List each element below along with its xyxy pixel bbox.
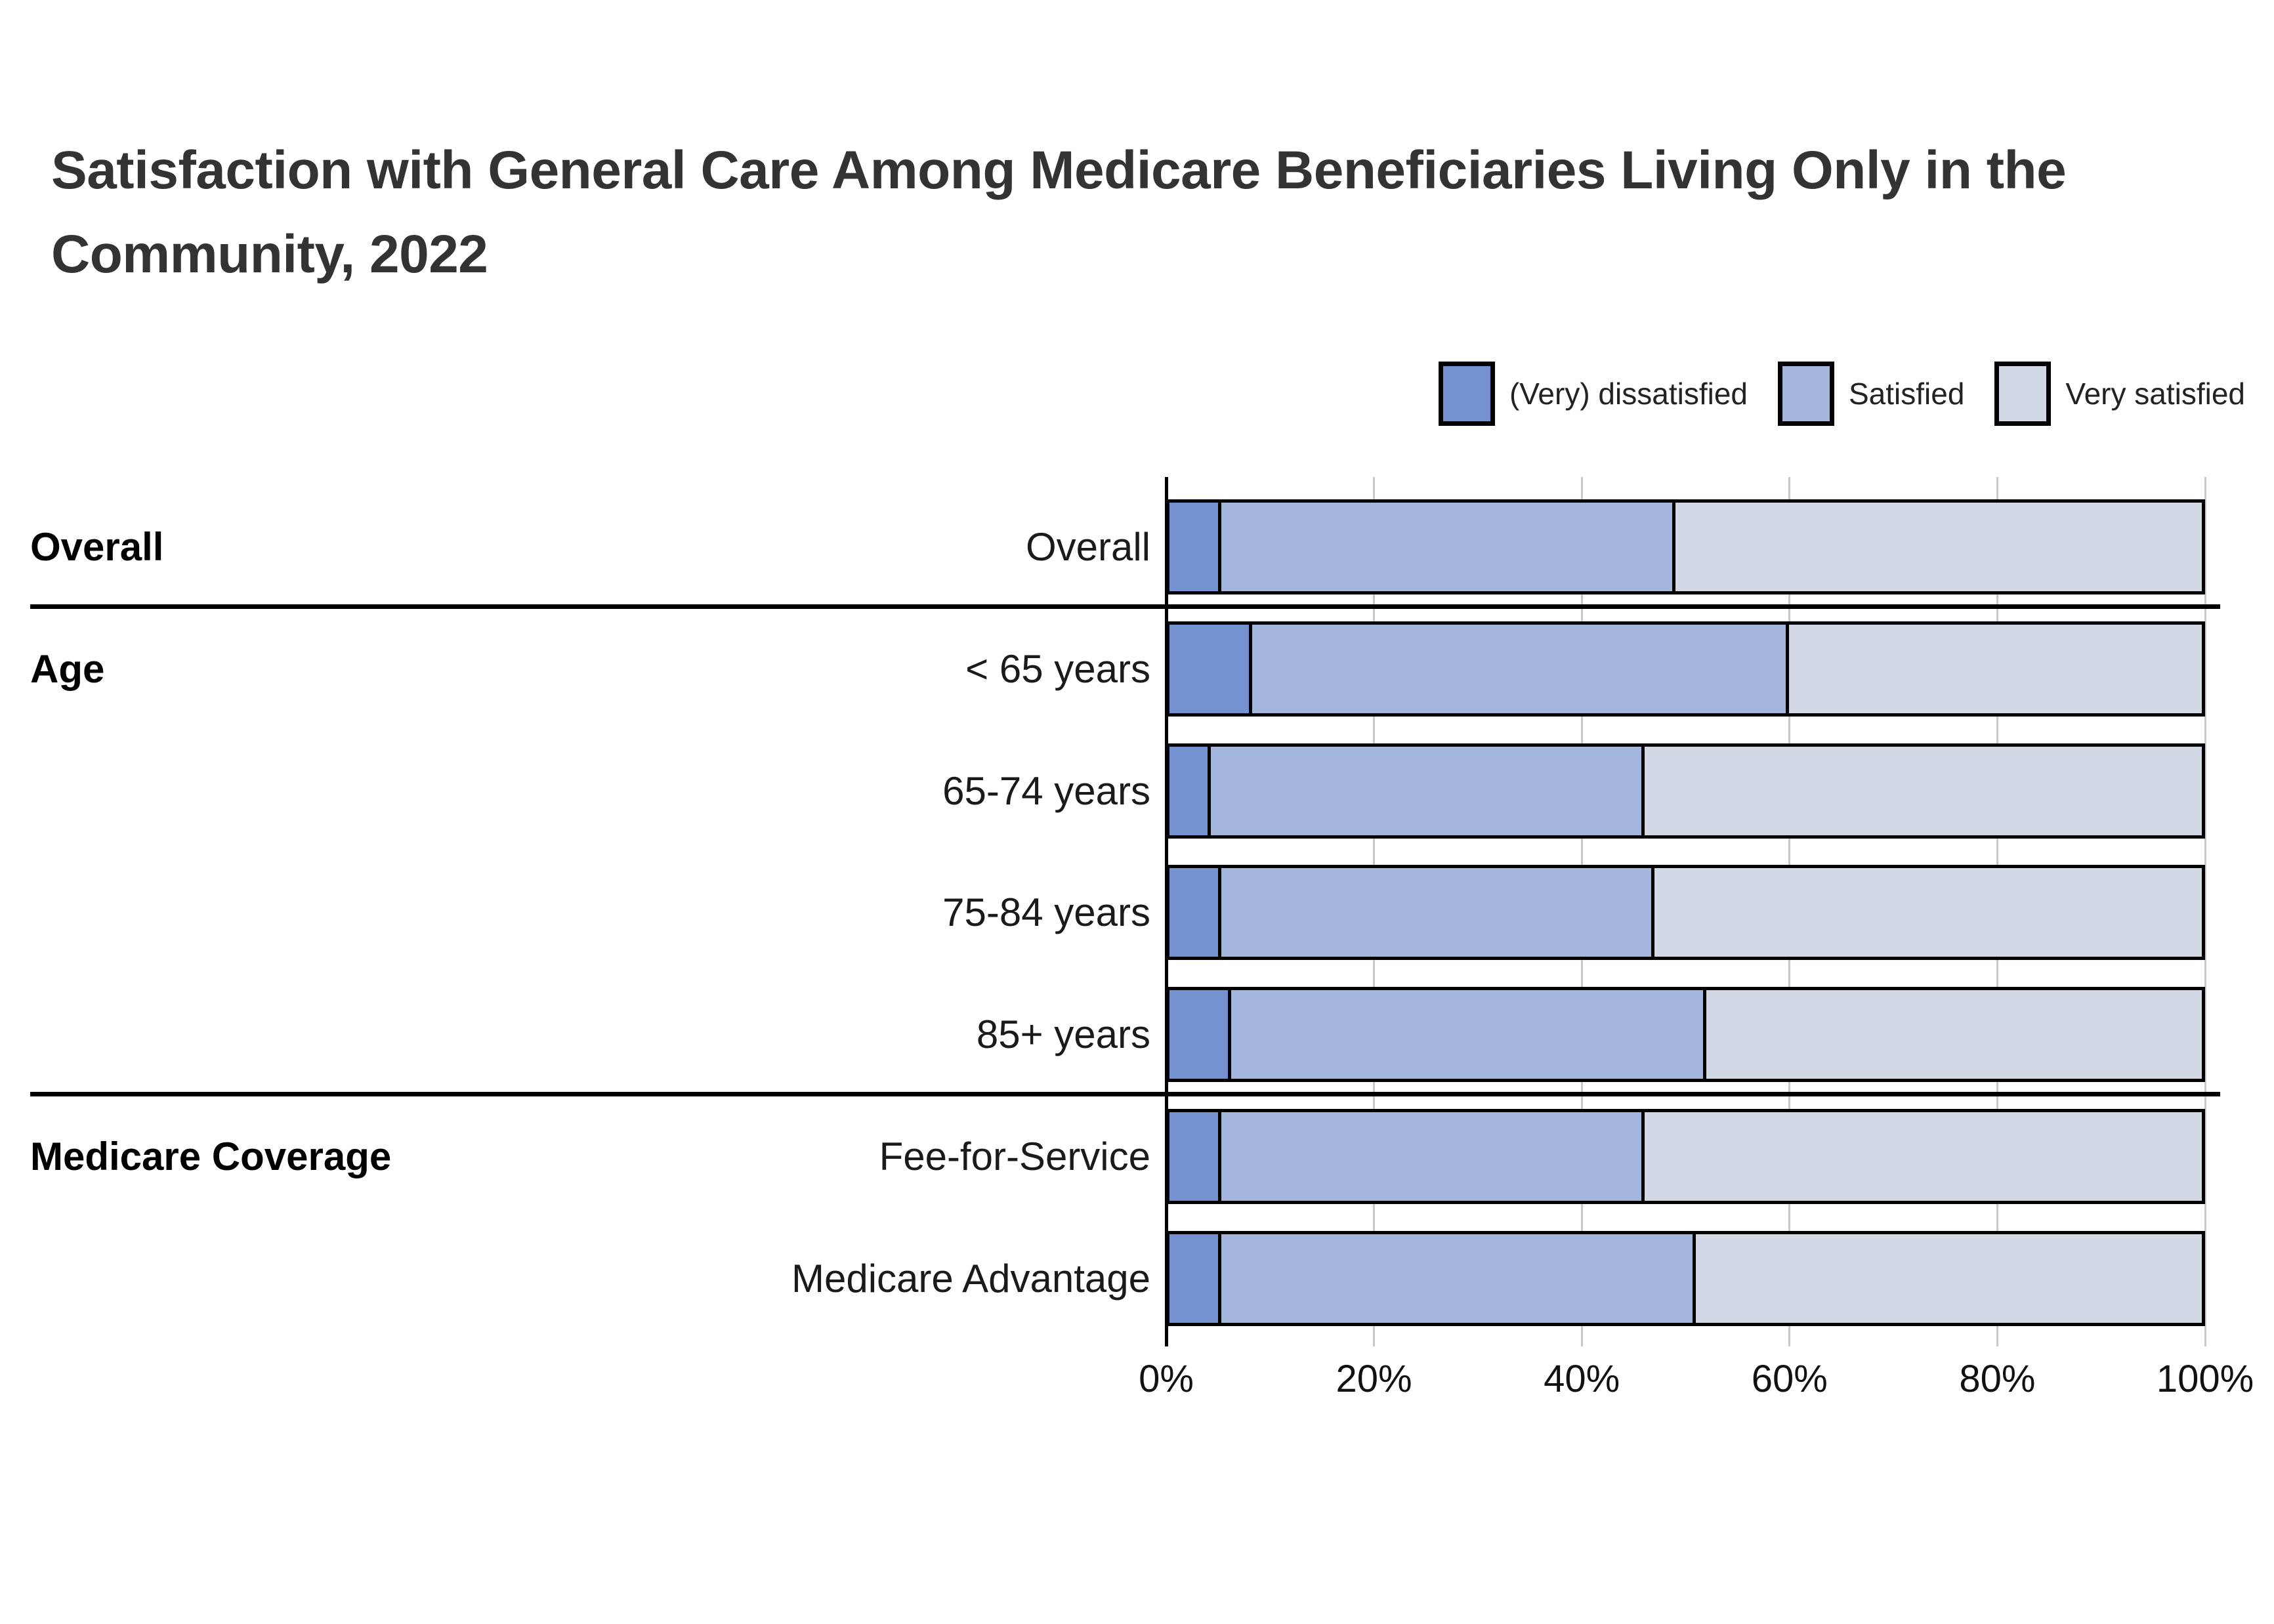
bar-overall [1166, 499, 2205, 594]
bar-segment--very-dissatisfied [1169, 624, 1252, 713]
row-label-fee-for-service: Fee-for-Service [879, 1135, 1150, 1178]
bar-segment-satisfied [1221, 868, 1655, 957]
x-tick-label-80: 80% [1959, 1358, 2036, 1400]
row-label-65-74-years: 65-74 years [942, 768, 1150, 813]
bar-segment-satisfied [1210, 746, 1645, 835]
legend-item-1: (Very) dissatisfied [1438, 362, 1748, 426]
x-tick-label-0: 0% [1139, 1358, 1194, 1400]
bar-segment--very-dissatisfied [1169, 746, 1211, 835]
legend-label-3: Very satisfied [2065, 377, 2245, 411]
chart-title: Satisfaction with General Care Among Med… [51, 129, 2269, 297]
bar-segment-very-satisfied [1675, 503, 2202, 591]
x-tick-label-20: 20% [1336, 1358, 1412, 1400]
bar-segment--very-dissatisfied [1169, 990, 1232, 1079]
chart-title-line1: Satisfaction with General Care Among Med… [51, 140, 2067, 200]
legend-swatch-1 [1438, 362, 1495, 426]
x-tick-label-40: 40% [1544, 1358, 1620, 1400]
row-label-75-84-years: 75-84 years [942, 890, 1150, 935]
bar-segment--very-dissatisfied [1169, 868, 1221, 957]
bar--65-years [1166, 621, 2205, 717]
legend-item-3: Very satisfied [1994, 362, 2245, 426]
bar-segment-satisfied [1221, 1112, 1645, 1201]
row-label--65-years: < 65 years [965, 646, 1150, 691]
row-label-85-years: 85+ years [976, 1012, 1150, 1057]
bar-segment-very-satisfied [1706, 990, 2202, 1079]
legend-swatch-3 [1994, 362, 2052, 426]
legend: (Very) dissatisfied Satisfied Very satisfi… [0, 360, 2245, 428]
legend-swatch-2 [1777, 362, 1834, 426]
bar-segment-very-satisfied [1696, 1234, 2202, 1323]
bar-65-74-years [1166, 743, 2205, 839]
bar-segment-very-satisfied [1644, 1112, 2202, 1201]
x-tick-label-60: 60% [1751, 1358, 1828, 1400]
bar-segment-satisfied [1252, 624, 1789, 713]
bar-segment--very-dissatisfied [1169, 503, 1221, 591]
gridline-100 [2204, 477, 2206, 1346]
bar-segment--very-dissatisfied [1169, 1112, 1221, 1201]
bar-fee-for-service [1166, 1109, 2205, 1204]
legend-item-2: Satisfied [1777, 362, 1965, 426]
category-label-overall: Overall [30, 525, 164, 569]
bar-segment--very-dissatisfied [1169, 1234, 1221, 1323]
chart-title-line2: Community, 2022 [51, 224, 488, 284]
bar-85-years [1166, 987, 2205, 1083]
bar-medicare-advantage [1166, 1230, 2205, 1326]
x-tick-label-100: 100% [2156, 1358, 2254, 1400]
section-separator-1 [30, 604, 2220, 609]
section-separator-2 [30, 1092, 2220, 1096]
legend-label-2: Satisfied [1848, 377, 1965, 411]
bar-segment-satisfied [1221, 503, 1675, 591]
row-label-overall: Overall [1025, 525, 1150, 569]
bar-75-84-years [1166, 865, 2205, 961]
bar-segment-satisfied [1221, 1234, 1696, 1323]
category-label-age: Age [30, 646, 105, 691]
bar-segment-very-satisfied [1788, 624, 2202, 713]
bar-segment-very-satisfied [1654, 868, 2202, 957]
category-label-medicare-coverage: Medicare Coverage [30, 1135, 392, 1178]
bar-segment-very-satisfied [1644, 746, 2202, 835]
row-label-medicare-advantage: Medicare Advantage [791, 1256, 1150, 1301]
legend-label-1: (Very) dissatisfied [1509, 377, 1748, 411]
bar-segment-satisfied [1231, 990, 1706, 1079]
